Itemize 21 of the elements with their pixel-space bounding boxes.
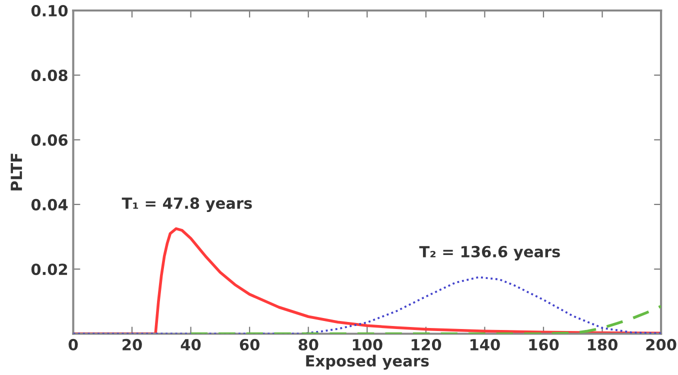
y-tick-label: 0.04 — [31, 198, 68, 210]
x-axis-title: Exposed years — [306, 354, 429, 370]
x-tick-label: 20 — [122, 338, 142, 350]
annotation: T₂ = 136.6 years — [419, 246, 560, 261]
line-series — [189, 304, 662, 334]
annotation: T₁ = 47.8 years — [122, 197, 252, 212]
y-tick-label: 0.08 — [31, 70, 68, 82]
y-axis-title: PLTF — [10, 154, 22, 190]
x-tick-label: 200 — [646, 338, 676, 350]
y-tick-label: 0.02 — [31, 264, 68, 276]
y-tick-label: 0.10 — [31, 4, 68, 17]
x-tick-label: 40 — [180, 338, 201, 350]
x-tick-label: 60 — [240, 338, 260, 350]
x-tick-label: 0 — [68, 338, 78, 350]
x-tick-label: 160 — [529, 338, 559, 350]
x-tick-label: 180 — [588, 338, 618, 350]
x-tick-label: 120 — [412, 338, 442, 350]
y-tick-label: 0.06 — [31, 134, 68, 146]
x-tick-label: 100 — [352, 338, 382, 350]
x-tick-label: 140 — [470, 338, 500, 350]
x-tick-label: 80 — [298, 338, 318, 350]
